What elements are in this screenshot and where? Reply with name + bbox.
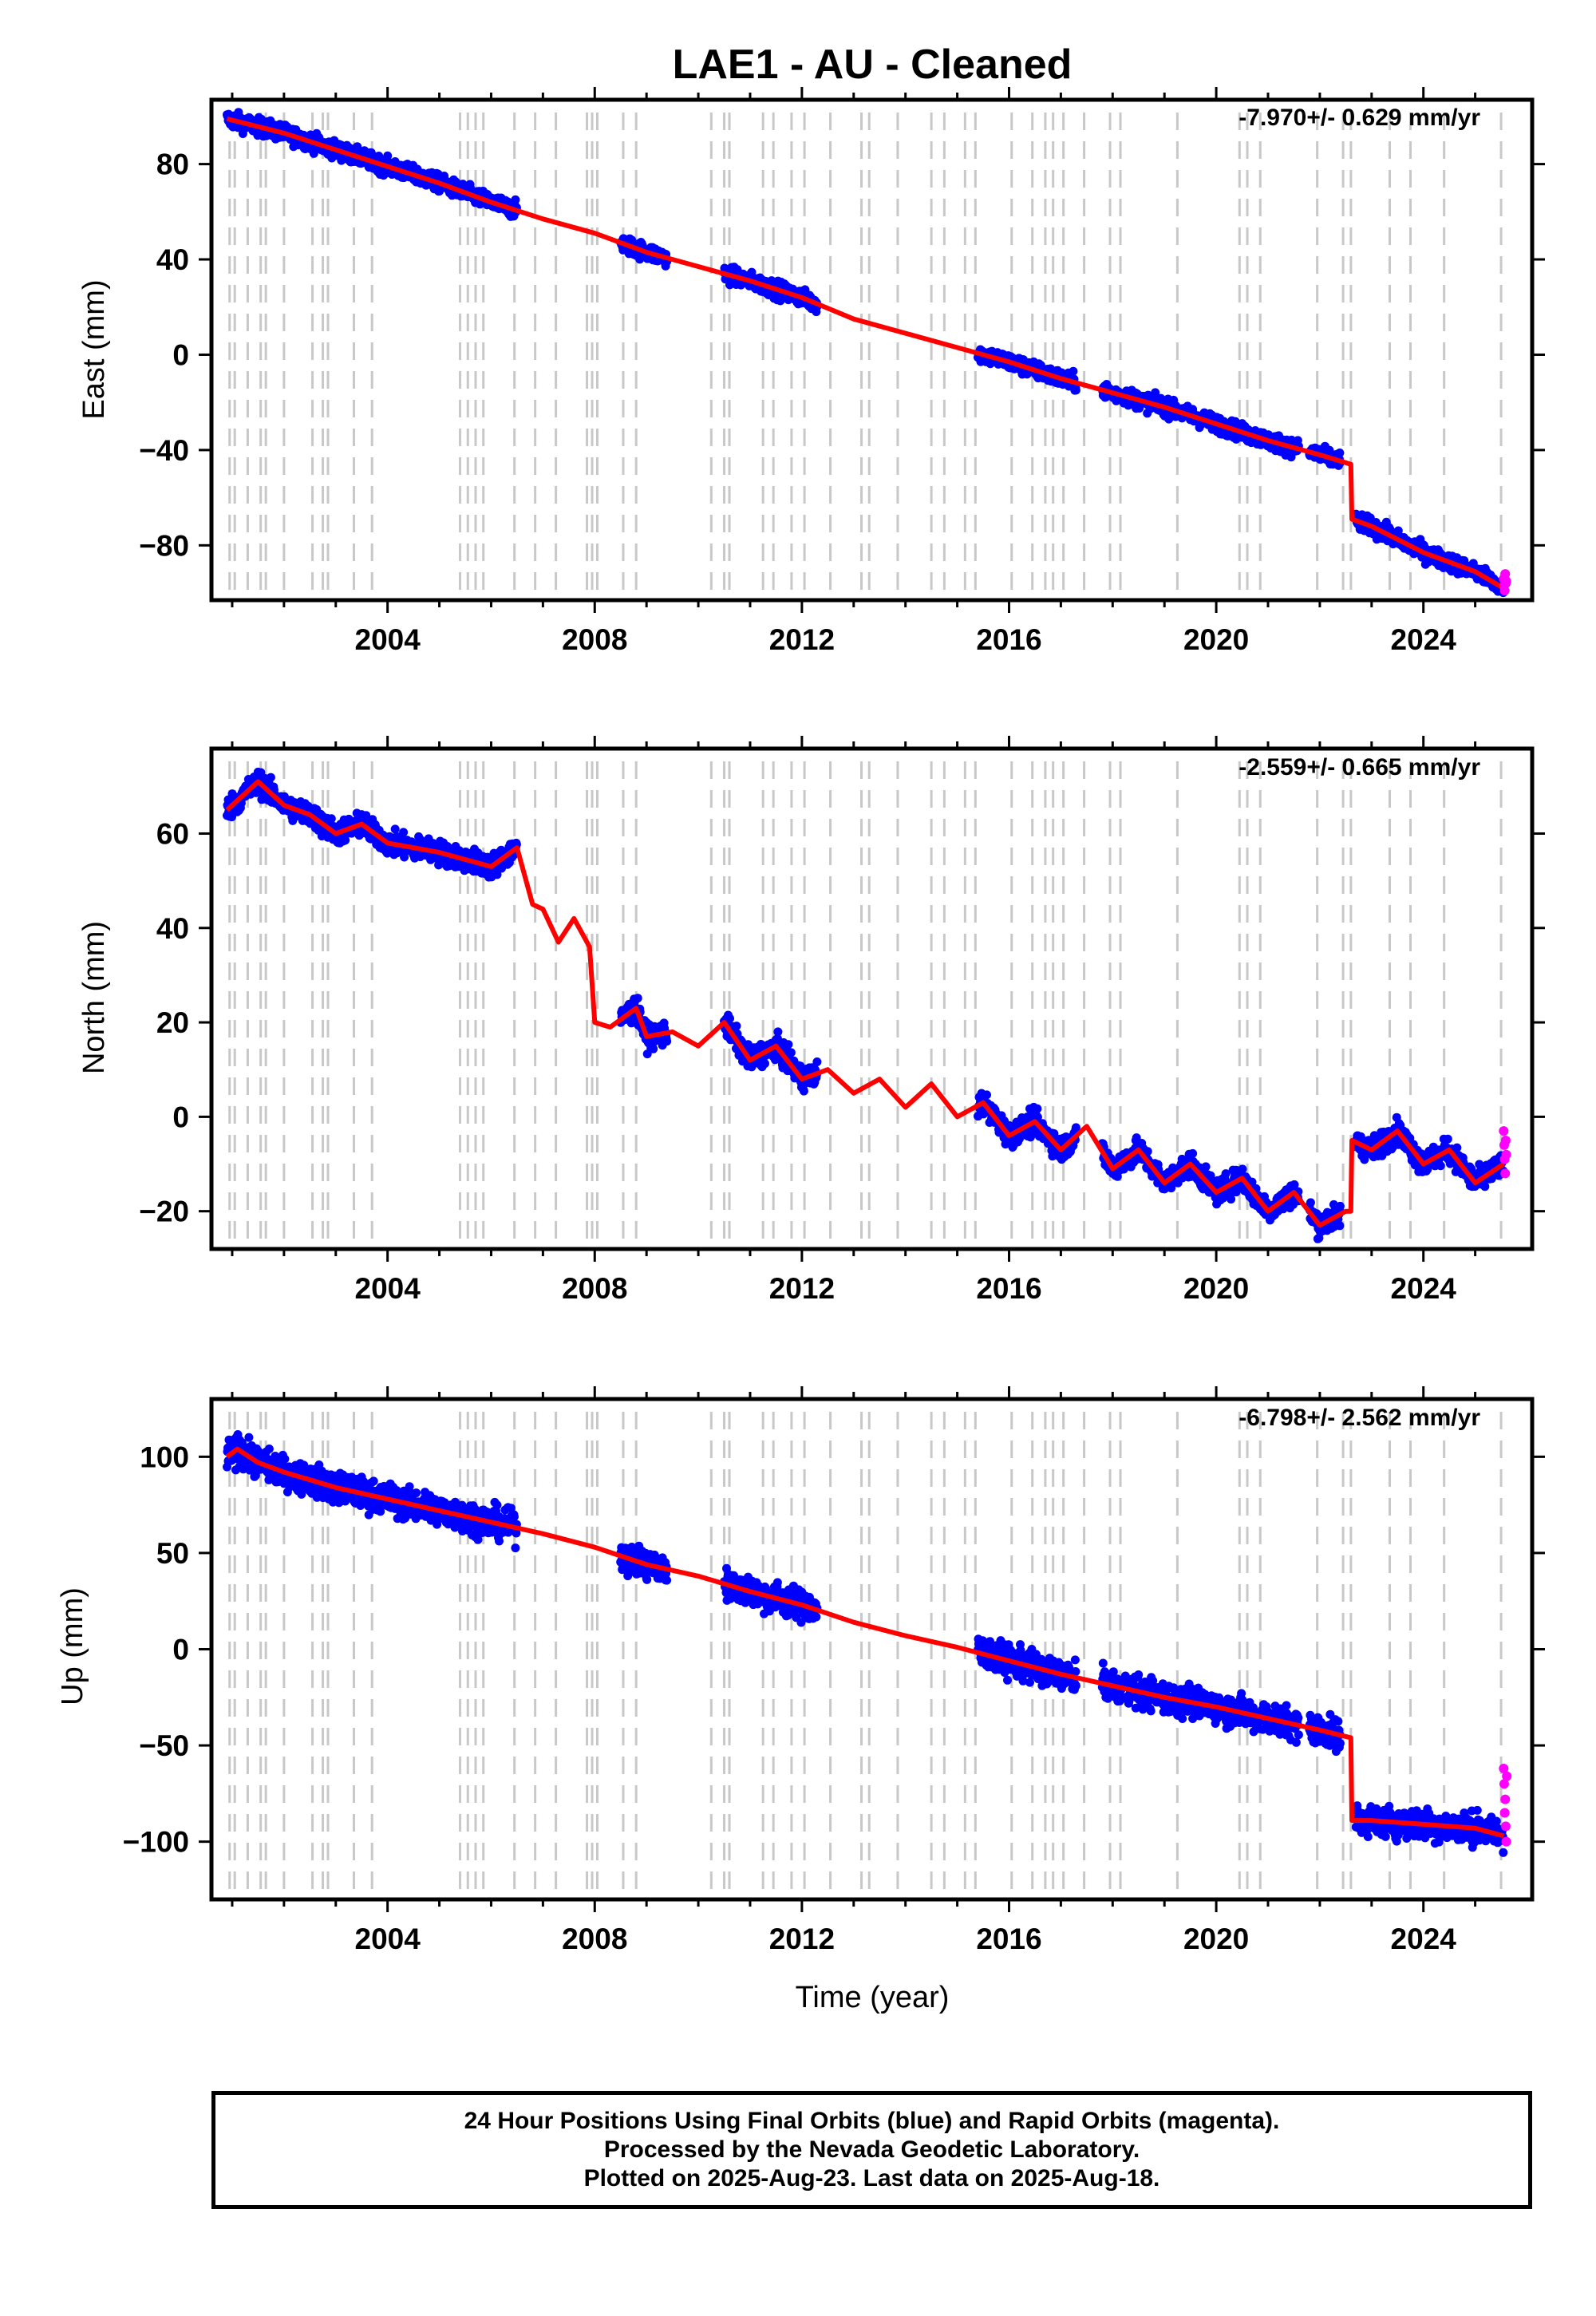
data-point [784,1040,793,1049]
data-point [982,1090,991,1100]
final-orbit-points [223,767,1508,1243]
data-point [244,1433,254,1442]
x-tick-label: 2016 [976,1272,1041,1305]
data-point [760,1059,769,1069]
data-point [1480,1182,1490,1192]
y-tick-label: 40 [156,243,189,276]
data-point [374,152,384,160]
y-tick-label: −80 [139,529,189,562]
y-tick-label: −40 [139,434,189,467]
y-tick-label: 60 [156,817,189,850]
data-point [264,1445,274,1453]
x-tick-label: 2020 [1183,1272,1249,1305]
data-point [786,1048,796,1057]
y-tick-label: 80 [156,148,189,181]
data-point [1452,1143,1462,1152]
up-axis-label: Up (mm) [56,1587,89,1705]
data-point [1069,366,1078,376]
data-point [725,1014,734,1023]
plot-frame [209,746,1535,1251]
y-tick-label: 40 [156,912,189,945]
model-line [225,779,1505,1228]
data-point [353,142,362,152]
x-tick-label: 2012 [769,623,835,656]
chart-title: LAE1 - AU - Cleaned [673,41,1073,88]
panel-north: North (mm) 60 40 20 0 −20 2004 2008 2012 2016 202… [77,736,1545,1305]
x-tick-label: 2012 [769,1272,835,1305]
data-point [1071,385,1080,395]
rapid-point [1500,1168,1511,1179]
data-point [1335,1221,1345,1231]
x-tick-label: 2008 [562,623,627,656]
east-axis-label: East (mm) [77,279,111,419]
rapid-point [1501,1149,1511,1160]
x-tick-label: 2004 [355,623,421,656]
data-point [1188,1148,1198,1158]
data-point [732,1022,741,1031]
rapid-point [1499,1126,1509,1136]
x-tick-label: 2024 [1391,1272,1457,1305]
data-point [1033,1104,1042,1113]
y-tick-label: 0 [172,1101,189,1133]
final-orbit-points [223,1430,1508,1857]
data-point [1238,1164,1247,1174]
data-point [662,1037,672,1046]
rapid-point [1501,576,1511,587]
data-point [390,824,400,834]
data-point [1306,1198,1315,1207]
panel-east: East (mm) 80 40 0 −40 −80 2004 2008 2012 2016 202… [77,87,1545,656]
data-point [1443,1134,1452,1144]
data-point [1201,1162,1211,1172]
data-point [812,1057,822,1066]
data-point [266,773,275,782]
east-rate-label: -7.970+/- 0.629 mm/yr [1238,105,1480,131]
data-point [773,1027,783,1037]
north-rate-label: -2.559+/- 0.665 mm/yr [1238,754,1480,781]
data-point [633,994,642,1003]
x-tick-label: 2016 [976,623,1041,656]
model-line [226,116,1505,591]
data-point [511,195,520,204]
final-orbit-points [223,108,1508,598]
y-tick-label: 0 [172,338,189,371]
x-tick-label: 2024 [1391,623,1457,656]
x-tick-label: 2004 [355,1272,421,1305]
data-point [1335,449,1345,457]
data-point [399,828,409,837]
north-axis-label: North (mm) [77,921,111,1074]
data-point [1335,1201,1345,1211]
x-tick-label: 2008 [562,1272,627,1305]
rapid-point [1500,1135,1511,1145]
y-tick-label: 20 [156,1006,189,1039]
data-point [799,1086,808,1096]
data-point [1436,1161,1445,1171]
x-tick-label: 2020 [1183,623,1249,656]
y-tick-label: −20 [139,1196,189,1228]
